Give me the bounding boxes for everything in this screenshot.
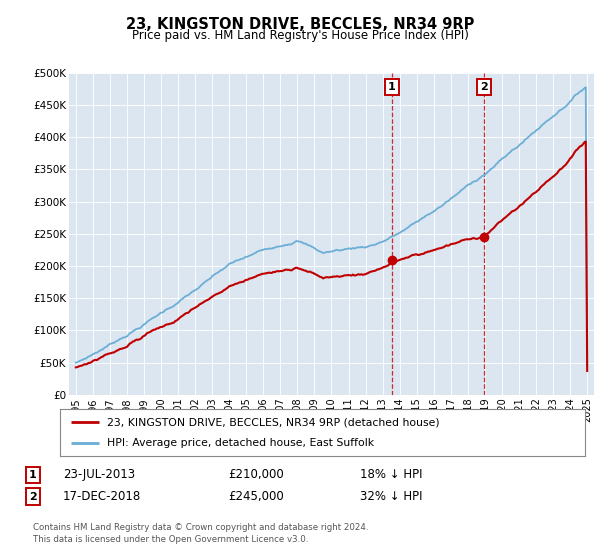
Text: 17-DEC-2018: 17-DEC-2018 <box>63 490 141 503</box>
Text: 1: 1 <box>388 82 396 92</box>
Text: 1: 1 <box>29 470 37 480</box>
Text: 23-JUL-2013: 23-JUL-2013 <box>63 468 135 482</box>
Text: 23, KINGSTON DRIVE, BECCLES, NR34 9RP: 23, KINGSTON DRIVE, BECCLES, NR34 9RP <box>126 17 474 32</box>
Text: 23, KINGSTON DRIVE, BECCLES, NR34 9RP (detached house): 23, KINGSTON DRIVE, BECCLES, NR34 9RP (d… <box>107 417 440 427</box>
Text: £245,000: £245,000 <box>228 490 284 503</box>
Text: 2: 2 <box>29 492 37 502</box>
Text: Contains HM Land Registry data © Crown copyright and database right 2024.
This d: Contains HM Land Registry data © Crown c… <box>33 522 368 544</box>
Text: HPI: Average price, detached house, East Suffolk: HPI: Average price, detached house, East… <box>107 438 374 448</box>
Text: 32% ↓ HPI: 32% ↓ HPI <box>360 490 422 503</box>
Text: 18% ↓ HPI: 18% ↓ HPI <box>360 468 422 482</box>
Text: Price paid vs. HM Land Registry's House Price Index (HPI): Price paid vs. HM Land Registry's House … <box>131 29 469 42</box>
Text: £210,000: £210,000 <box>228 468 284 482</box>
Text: 2: 2 <box>481 82 488 92</box>
